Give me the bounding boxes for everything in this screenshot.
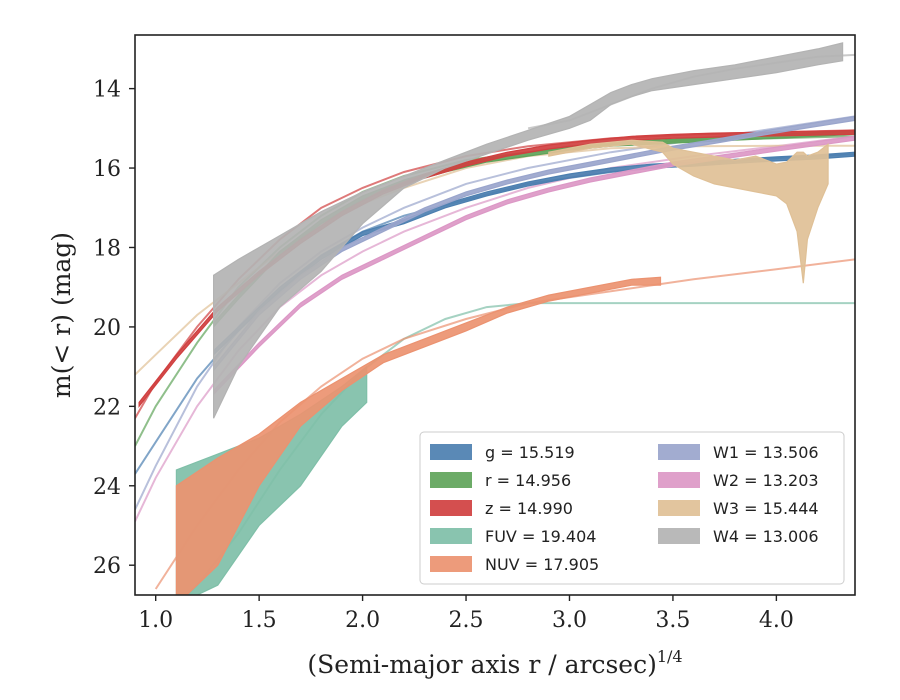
band-nuv: [175, 276, 662, 595]
band-w2: [213, 135, 855, 396]
x-axis-label-main: (Semi-major axis r / arcsec): [307, 650, 656, 679]
legend-label-g: g = 15.519: [485, 443, 575, 462]
legend-label-r: r = 14.956: [485, 471, 571, 490]
legend-box: [419, 431, 845, 585]
x-tick-label: 3.5: [655, 608, 690, 633]
x-tick-label: 1.5: [242, 608, 277, 633]
y-tick-label: 26: [93, 554, 121, 579]
y-axis-label: m(< r) (mag): [47, 232, 76, 398]
x-axis-label: (Semi-major axis r / arcsec)1/4: [307, 647, 682, 679]
y-tick-label: 24: [93, 475, 121, 500]
legend-swatch-w2: [658, 472, 700, 488]
legend-swatch-nuv: [430, 556, 472, 572]
band-w1: [213, 115, 855, 373]
x-tick-label: 3.0: [552, 608, 587, 633]
x-tick-label: 2.0: [345, 608, 380, 633]
band-w4: [213, 42, 844, 419]
legend-label-w2: W2 = 13.203: [713, 471, 819, 490]
legend-swatch-r: [430, 472, 472, 488]
x-axis-ticks: 1.0 1.5 2.0 2.5 3.0 3.5 4.0: [138, 595, 794, 633]
x-tick-label: 4.0: [759, 608, 794, 633]
legend-swatch-z: [430, 500, 472, 516]
x-axis-label-superscript: 1/4: [657, 647, 683, 666]
legend-swatch-w4: [658, 528, 700, 544]
legend-label-z: z = 14.990: [485, 499, 573, 518]
legend-label-w1: W1 = 13.506: [713, 443, 819, 462]
legend: g = 15.519 r = 14.956 z = 14.990 FUV = 19.4…: [419, 431, 845, 585]
band-w3: [548, 139, 829, 284]
y-tick-label: 22: [93, 395, 121, 420]
legend-label-w3: W3 = 15.444: [713, 499, 819, 518]
plot-frame: [134, 34, 856, 596]
legend-label-nuv: NUV = 17.905: [485, 555, 599, 574]
y-tick-label: 20: [93, 316, 121, 341]
y-tick-label: 16: [93, 157, 121, 182]
legend-swatch-fuv: [430, 528, 472, 544]
measured-bands: [138, 42, 855, 595]
y-tick-label: 14: [93, 78, 121, 103]
x-tick-label: 1.0: [138, 608, 173, 633]
y-tick-label: 18: [93, 236, 121, 261]
legend-swatch-w3: [658, 500, 700, 516]
y-axis-ticks: 14 16 18 20 22 24 26: [93, 78, 135, 579]
legend-swatch-w1: [658, 444, 700, 460]
x-tick-label: 2.5: [449, 608, 484, 633]
legend-swatch-g: [430, 444, 472, 460]
legend-label-fuv: FUV = 19.404: [485, 527, 596, 546]
legend-label-w4: W4 = 13.006: [713, 527, 819, 546]
